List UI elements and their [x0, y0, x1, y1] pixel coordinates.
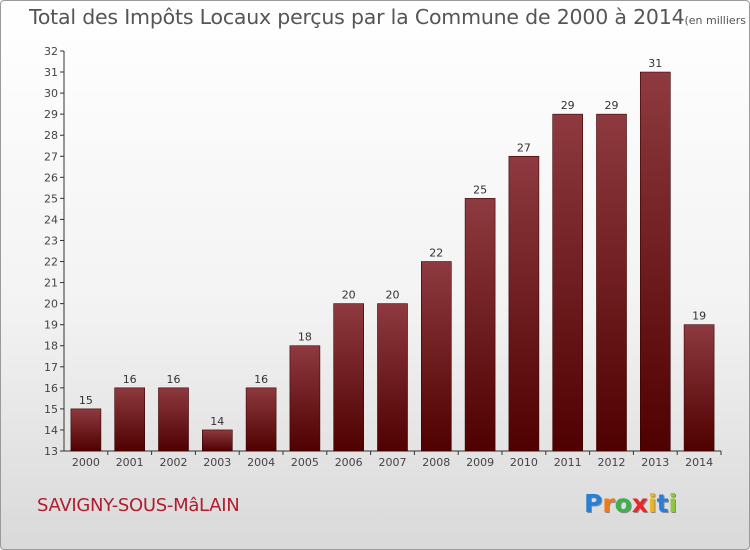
- title-text: Total des Impôts Locaux perçus par la Co…: [29, 5, 685, 29]
- x-tick-label: 2005: [291, 456, 319, 469]
- y-tick-label: 19: [44, 319, 58, 332]
- logo-letter: x: [631, 489, 648, 518]
- logo-letter: t: [656, 489, 669, 518]
- bar: [420, 261, 452, 452]
- bar: [158, 387, 189, 452]
- y-tick-label: 32: [44, 45, 58, 58]
- y-tick-label: 14: [44, 424, 58, 437]
- bar: [683, 324, 715, 452]
- y-tick-label: 25: [44, 192, 58, 205]
- bar: [596, 113, 627, 452]
- x-tick-label: 2006: [335, 456, 363, 469]
- y-tick-label: 24: [44, 213, 58, 226]
- bar-value-label: 27: [517, 141, 531, 154]
- y-tick-label: 18: [44, 340, 58, 353]
- bar: [639, 71, 671, 452]
- bar: [377, 303, 408, 452]
- y-tick-label: 26: [44, 171, 58, 184]
- bar-value-label: 16: [167, 373, 181, 386]
- bar-value-label: 22: [429, 247, 443, 260]
- y-tick-label: 30: [44, 87, 58, 100]
- y-tick-label: 15: [44, 403, 58, 416]
- y-tick-label: 29: [44, 108, 58, 121]
- logo-letter: i: [648, 489, 657, 518]
- bar: [464, 198, 496, 452]
- bar: [114, 387, 145, 452]
- x-tick-label: 2010: [510, 456, 538, 469]
- x-tick-label: 2013: [641, 456, 669, 469]
- chart-title: Total des Impôts Locaux perçus par la Co…: [29, 5, 749, 29]
- bar: [333, 303, 365, 452]
- bar-value-label: 19: [692, 310, 706, 323]
- bar-value-label: 20: [342, 289, 356, 302]
- bar-value-label: 31: [648, 57, 662, 70]
- bar-value-label: 14: [210, 415, 224, 428]
- y-tick-label: 17: [44, 361, 58, 374]
- x-tick-label: 2001: [116, 456, 144, 469]
- logo-letter: i: [668, 489, 678, 518]
- bar: [508, 155, 540, 452]
- bar-value-label: 20: [386, 289, 400, 302]
- bar-value-label: 29: [605, 99, 619, 112]
- bar-value-label: 29: [561, 99, 575, 112]
- commune-name: SAVIGNY-SOUS-MâLAIN: [37, 495, 240, 516]
- bar-value-label: 18: [298, 331, 312, 344]
- x-tick-label: 2000: [72, 456, 100, 469]
- bar-value-label: 25: [473, 183, 487, 196]
- y-tick-label: 31: [44, 66, 58, 79]
- logo-letter: r: [602, 489, 615, 518]
- y-tick-label: 13: [44, 445, 58, 458]
- x-tick-label: 2009: [466, 456, 494, 469]
- proxiti-logo: Proxiti: [584, 489, 677, 518]
- x-tick-label: 2008: [422, 456, 450, 469]
- x-tick-label: 2014: [685, 456, 713, 469]
- bar: [202, 429, 233, 452]
- unit-text: (en milliers d'€): [684, 14, 749, 27]
- y-tick-label: 16: [44, 382, 58, 395]
- x-tick-label: 2007: [379, 456, 407, 469]
- y-tick-label: 27: [44, 150, 58, 163]
- bar: [552, 113, 584, 452]
- x-tick-label: 2012: [598, 456, 626, 469]
- y-tick-label: 28: [44, 129, 58, 142]
- logo-letter: o: [614, 489, 632, 518]
- bar: [245, 387, 277, 452]
- y-tick-label: 21: [44, 277, 58, 290]
- x-tick-label: 2002: [160, 456, 188, 469]
- x-tick-label: 2011: [554, 456, 582, 469]
- y-tick-label: 20: [44, 298, 58, 311]
- y-tick-label: 23: [44, 234, 58, 247]
- logo-letter: P: [584, 489, 603, 518]
- bar: [289, 345, 321, 452]
- y-tick-label: 22: [44, 256, 58, 269]
- bar-value-label: 16: [254, 373, 268, 386]
- bar: [70, 408, 102, 452]
- bar-value-label: 15: [79, 394, 93, 407]
- x-tick-label: 2004: [247, 456, 275, 469]
- bar-value-label: 16: [123, 373, 137, 386]
- x-tick-label: 2003: [203, 456, 231, 469]
